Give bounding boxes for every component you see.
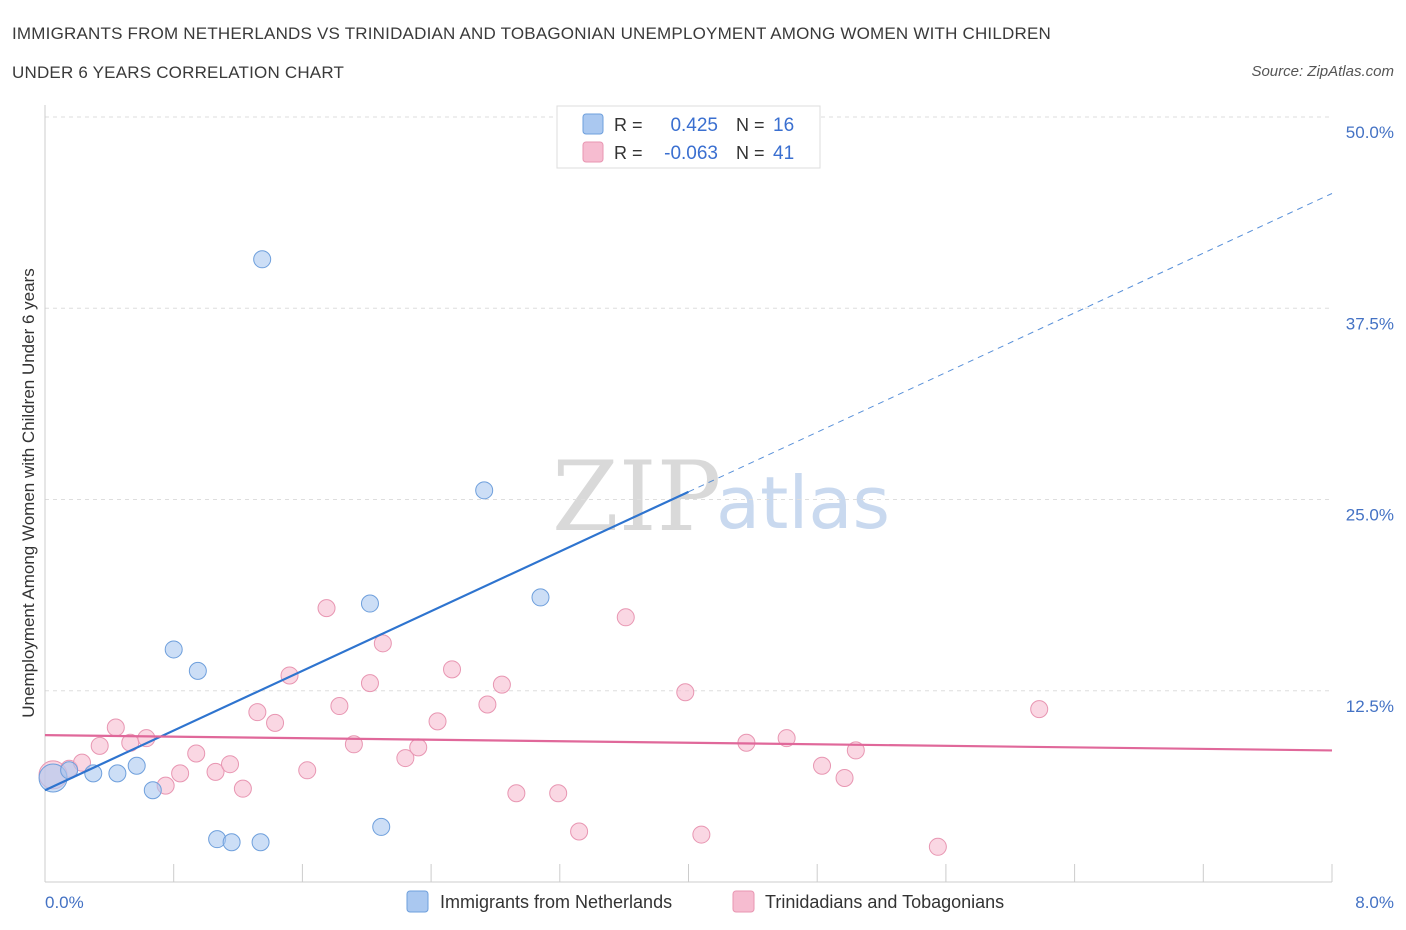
y-axis-title: Unemployment Among Women with Children U… bbox=[19, 268, 38, 717]
trinidad-point-9 bbox=[187, 744, 206, 763]
netherlands-point-13 bbox=[372, 817, 391, 836]
stats-legend-swatch-trinidad bbox=[582, 141, 604, 163]
y-tick-labels: 12.5% 25.0% 37.5% 50.0% bbox=[1346, 123, 1394, 716]
trinidad-point-32 bbox=[676, 683, 695, 702]
trinidad-point-27 bbox=[492, 675, 511, 694]
stats-legend-n-label-2: N = bbox=[736, 143, 765, 163]
stats-legend-r-value-2: -0.063 bbox=[664, 143, 718, 164]
trinidad-point-25 bbox=[443, 660, 462, 679]
watermark-atlas: atlas bbox=[716, 461, 890, 545]
netherlands-point-12 bbox=[360, 594, 379, 613]
trinidad-point-3 bbox=[90, 736, 109, 755]
x-tick-label-max: 8.0% bbox=[1355, 893, 1394, 912]
stats-legend-n-value-1: 16 bbox=[773, 115, 794, 136]
netherlands-point-6 bbox=[164, 640, 183, 659]
trinidad-point-26 bbox=[478, 695, 497, 714]
bottom-legend: Immigrants from Netherlands Trinidadians… bbox=[406, 890, 1004, 913]
trinidad-point-8 bbox=[171, 764, 190, 783]
trinidad-point-31 bbox=[616, 608, 635, 627]
netherlands-point-5 bbox=[143, 781, 162, 800]
y-tick-label-0: 12.5% bbox=[1346, 697, 1394, 716]
source-label: Source: ZipAtlas.com bbox=[1251, 63, 1394, 80]
stats-legend-swatch-netherlands bbox=[582, 113, 604, 135]
trinidad-point-24 bbox=[428, 712, 447, 731]
legend-swatch-netherlands bbox=[406, 890, 429, 913]
netherlands-point-3 bbox=[108, 764, 127, 783]
netherlands-point-9 bbox=[222, 833, 241, 852]
netherlands-trend-line bbox=[44, 490, 689, 792]
trinidad-point-29 bbox=[549, 784, 568, 803]
trinidad-point-28 bbox=[507, 784, 526, 803]
netherlands-point-7 bbox=[188, 661, 207, 680]
trinidad-point-35 bbox=[777, 729, 796, 748]
trinidad-point-30 bbox=[570, 822, 589, 841]
trinidad-point-13 bbox=[248, 703, 267, 722]
trinidad-point-16 bbox=[298, 761, 317, 780]
netherlands-trend-extension bbox=[688, 193, 1333, 493]
netherlands-point-15 bbox=[531, 588, 550, 607]
stats-legend-r-value-1: 0.425 bbox=[670, 115, 718, 136]
stats-legend-n-label-1: N = bbox=[736, 115, 765, 135]
trinidad-point-37 bbox=[835, 768, 854, 787]
grid-layer bbox=[45, 116, 1332, 692]
y-tick-label-3: 50.0% bbox=[1346, 123, 1394, 142]
legend-label-netherlands: Immigrants from Netherlands bbox=[440, 892, 672, 912]
netherlands-point-11 bbox=[253, 250, 272, 269]
stats-legend-r-label-1: R = bbox=[614, 115, 643, 135]
netherlands-point-8 bbox=[208, 830, 227, 849]
netherlands-point-10 bbox=[251, 833, 270, 852]
trinidad-point-11 bbox=[221, 755, 240, 774]
trinidad-point-4 bbox=[106, 718, 125, 737]
trinidad-point-22 bbox=[396, 749, 415, 768]
legend-label-trinidad: Trinidadians and Tobagonians bbox=[765, 892, 1004, 912]
trinidad-point-39 bbox=[928, 837, 947, 856]
y-tick-label-1: 25.0% bbox=[1346, 506, 1394, 525]
trinidad-point-20 bbox=[360, 674, 379, 693]
axis-layer bbox=[44, 105, 1333, 883]
trinidad-point-36 bbox=[813, 756, 832, 775]
stats-legend: R = 0.425 N = 16 R = -0.063 N = 41 bbox=[556, 105, 821, 169]
netherlands-point-4 bbox=[127, 756, 146, 775]
trinidad-point-15 bbox=[280, 666, 299, 685]
y-tick-label-2: 37.5% bbox=[1346, 314, 1394, 333]
trinidad-point-14 bbox=[266, 713, 285, 732]
stats-legend-r-label-2: R = bbox=[614, 143, 643, 163]
trend-layer bbox=[44, 193, 1333, 792]
watermark-zip: ZIP bbox=[552, 441, 721, 553]
trinidad-trend-line bbox=[44, 734, 1333, 752]
x-tick-label-min: 0.0% bbox=[45, 893, 84, 912]
chart-title-line-1: IMMIGRANTS FROM NETHERLANDS VS TRINIDADI… bbox=[12, 24, 1051, 43]
trinidad-point-17 bbox=[317, 599, 336, 618]
trinidad-point-18 bbox=[330, 697, 349, 716]
points-layer bbox=[38, 250, 1049, 856]
netherlands-point-14 bbox=[475, 481, 494, 500]
legend-swatch-trinidad bbox=[732, 890, 755, 913]
trinidad-point-40 bbox=[1030, 700, 1049, 719]
trinidad-point-38 bbox=[846, 741, 865, 760]
trinidad-point-33 bbox=[692, 825, 711, 844]
trinidad-point-21 bbox=[373, 634, 392, 653]
trinidad-point-12 bbox=[233, 779, 252, 798]
chart-title-line-2: UNDER 6 YEARS CORRELATION CHART bbox=[12, 63, 344, 82]
stats-legend-n-value-2: 41 bbox=[773, 143, 794, 164]
trinidad-point-19 bbox=[344, 735, 363, 754]
trinidad-point-10 bbox=[206, 762, 225, 781]
trinidad-point-23 bbox=[409, 738, 428, 757]
